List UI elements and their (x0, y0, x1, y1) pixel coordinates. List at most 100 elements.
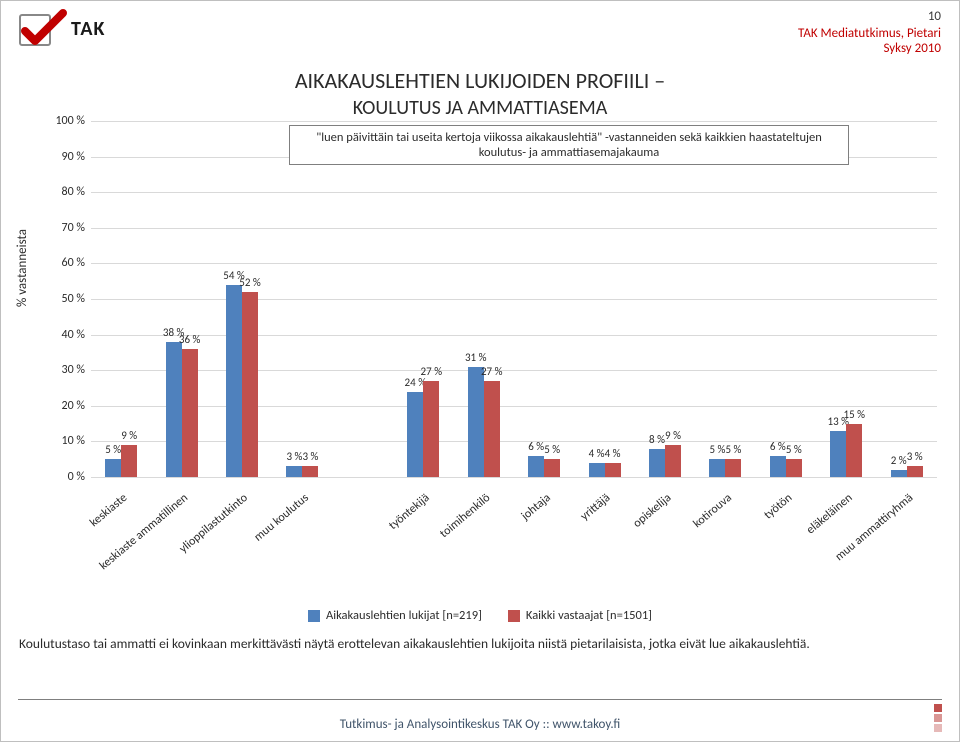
y-tick-label: 10 % (43, 434, 85, 448)
x-tick-label: toimihenkilö (454, 485, 514, 605)
y-tick-label: 90 % (43, 150, 85, 164)
bar: 36 % (182, 349, 198, 477)
header-row: TAK 10 TAK Mediatutkimus, Pietari Syksy … (19, 9, 941, 61)
bar-value-label: 5 % (725, 443, 741, 456)
legend-label: Kaikki vastaajat [n=1501] (526, 608, 652, 623)
footer-center-text: Tutkimus- ja Analysointikeskus TAK Oy ::… (18, 717, 942, 732)
bar: 15 % (846, 424, 862, 477)
plot-region: 0 %10 %20 %30 %40 %50 %60 %70 %80 %90 %1… (91, 121, 937, 477)
bar: 5 % (725, 459, 741, 477)
chart-area: AIKAKAUSLEHTIEN LUKIJOIDEN PROFIILI – KO… (19, 67, 941, 617)
bar: 5 % (544, 459, 560, 477)
logo: TAK (19, 9, 105, 49)
y-axis-label: % vastanneista (15, 229, 30, 307)
x-tick-label: muu koulutus (272, 485, 332, 605)
header-right: 10 TAK Mediatutkimus, Pietari Syksy 2010 (798, 9, 941, 56)
x-tick-label (333, 485, 393, 605)
legend-label: Aikakauslehtien lukijat [n=219] (326, 608, 482, 623)
bar: 5 % (709, 459, 725, 477)
bar: 8 % (649, 449, 665, 477)
bars-row: 5 %9 %38 %36 %54 %52 %3 %3 %24 %27 %31 %… (91, 121, 937, 477)
bar-value-label: 6 % (770, 440, 786, 453)
x-tick-label: kotirouva (695, 485, 755, 605)
bar: 52 % (242, 292, 258, 477)
category-group: 6 %5 % (756, 121, 816, 477)
x-tick-label: työtön (756, 485, 816, 605)
bar-value-label: 27 % (421, 365, 443, 378)
bar: 24 % (407, 392, 423, 477)
bar-value-label: 9 % (121, 429, 137, 442)
category-group: 13 %15 % (816, 121, 876, 477)
category-group: 5 %9 % (91, 121, 151, 477)
bar: 4 % (589, 463, 605, 477)
footer-note: Koulutustaso tai ammatti ei kovinkaan me… (19, 635, 941, 653)
legend-swatch-icon (308, 610, 320, 622)
footer-square-icon (934, 704, 942, 712)
category-group: 54 %52 % (212, 121, 272, 477)
category-group: 38 %36 % (151, 121, 211, 477)
x-axis-labels: keskiastekeskiaste ammatillinenylioppila… (91, 485, 937, 605)
category-group: 31 %27 % (454, 121, 514, 477)
bar-value-label: 6 % (528, 440, 544, 453)
bar-value-label: 5 % (544, 443, 560, 456)
bar: 4 % (605, 463, 621, 477)
bar: 3 % (907, 466, 923, 477)
category-group: 6 %5 % (514, 121, 574, 477)
y-tick-label: 70 % (43, 221, 85, 235)
bar: 2 % (891, 470, 907, 477)
chart-title-1: AIKAKAUSLEHTIEN LUKIJOIDEN PROFIILI – (19, 67, 941, 94)
page-number: 10 (798, 9, 941, 24)
bar-value-label: 5 % (786, 443, 802, 456)
category-group: 2 %3 % (876, 121, 936, 477)
bar-value-label: 15 % (844, 408, 866, 421)
legend-item: Kaikki vastaajat [n=1501] (508, 608, 652, 623)
bar: 6 % (528, 456, 544, 477)
bar: 31 % (468, 367, 484, 477)
bar-value-label: 5 % (105, 443, 121, 456)
bar: 27 % (484, 381, 500, 477)
bar: 5 % (105, 459, 121, 477)
x-tick-label: muu ammattiryhmä (876, 485, 936, 605)
bar: 9 % (665, 445, 681, 477)
bar: 27 % (423, 381, 439, 477)
category-group: 8 %9 % (635, 121, 695, 477)
y-tick-label: 50 % (43, 292, 85, 306)
chart-title-2: KOULUTUS JA AMMATTIASEMA (19, 96, 941, 120)
study-title-2: Syksy 2010 (798, 41, 941, 56)
logo-checkmark-icon (19, 9, 67, 49)
bar: 3 % (302, 466, 318, 477)
study-title-1: TAK Mediatutkimus, Pietari (798, 26, 941, 41)
legend: Aikakauslehtien lukijat [n=219] Kaikki va… (19, 608, 941, 623)
grid-line (91, 477, 937, 478)
y-tick-label: 40 % (43, 328, 85, 342)
bar: 38 % (166, 342, 182, 477)
category-group (333, 121, 393, 477)
category-group: 3 %3 % (272, 121, 332, 477)
category-group: 24 %27 % (393, 121, 453, 477)
page: TAK 10 TAK Mediatutkimus, Pietari Syksy … (0, 0, 960, 742)
bar: 54 % (226, 285, 242, 477)
bar-value-label: 36 % (179, 333, 201, 346)
bar: 13 % (830, 431, 846, 477)
bar-value-label: 3 % (303, 450, 319, 463)
legend-swatch-icon (508, 610, 520, 622)
footer-bar: Tutkimus- ja Analysointikeskus TAK Oy ::… (18, 699, 942, 732)
bar-value-label: 2 % (891, 454, 907, 467)
bar: 6 % (770, 456, 786, 477)
bar-value-label: 3 % (907, 450, 923, 463)
bar: 9 % (121, 445, 137, 477)
x-tick-label: johtaja (514, 485, 574, 605)
bar-value-label: 5 % (709, 443, 725, 456)
bar-value-label: 4 % (605, 447, 621, 460)
bar: 5 % (786, 459, 802, 477)
x-tick-label: ylioppilastutkinto (212, 485, 272, 605)
bar-value-label: 52 % (239, 276, 261, 289)
y-tick-label: 30 % (43, 363, 85, 377)
y-tick-label: 0 % (43, 470, 85, 484)
x-tick-label: työntekijä (393, 485, 453, 605)
bar-value-label: 27 % (481, 365, 503, 378)
y-tick-label: 60 % (43, 256, 85, 270)
bar-value-label: 8 % (649, 433, 665, 446)
legend-item: Aikakauslehtien lukijat [n=219] (308, 608, 482, 623)
bar-value-label: 3 % (287, 450, 303, 463)
